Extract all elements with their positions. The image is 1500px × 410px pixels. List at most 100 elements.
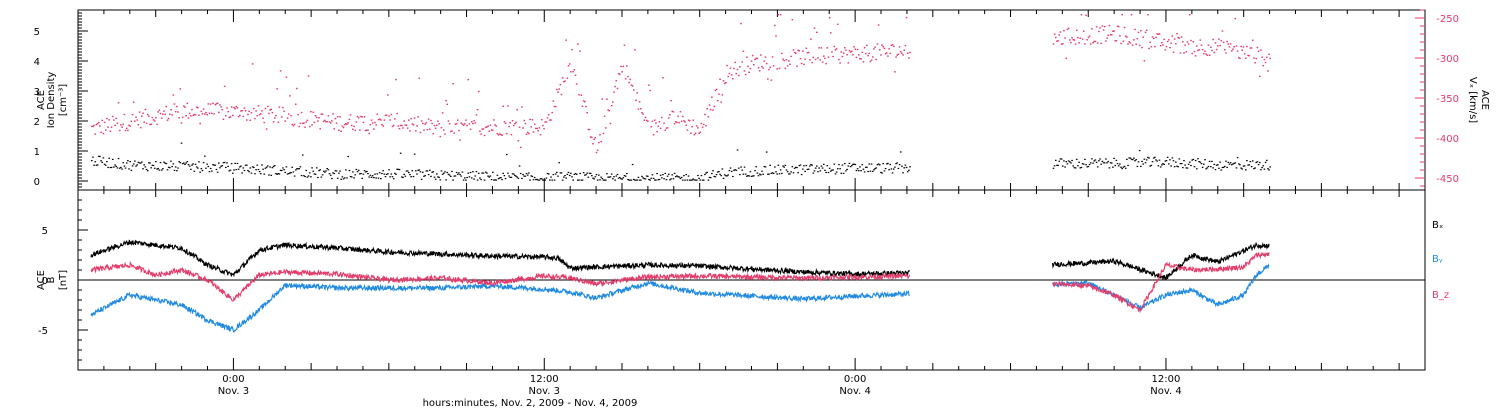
density-point [97, 155, 100, 157]
vx-point [535, 127, 537, 130]
density-point [1135, 159, 1137, 161]
density-point [186, 160, 189, 163]
density-point [772, 172, 775, 174]
vx-point [308, 125, 311, 128]
density-point [1121, 168, 1124, 170]
vx-point [1068, 39, 1071, 41]
vx-point [174, 111, 177, 113]
density-point [1182, 167, 1184, 169]
vx-point [1189, 14, 1191, 16]
density-point [101, 161, 104, 163]
vx-point [1154, 45, 1156, 48]
vx-point [690, 132, 692, 134]
density-point [373, 177, 375, 179]
vx-point [176, 105, 178, 108]
vx-point [444, 133, 446, 135]
density-point [529, 179, 531, 181]
vx-point [545, 121, 548, 123]
vx-point [781, 52, 783, 55]
vx-point [488, 130, 491, 132]
density-point [173, 169, 176, 172]
vx-point [1064, 37, 1066, 39]
density-point [1057, 164, 1059, 167]
vx-point [354, 129, 356, 132]
vx-point [874, 46, 876, 48]
vx-point [635, 99, 637, 102]
vx-point [615, 80, 618, 82]
vx-point [357, 117, 360, 119]
density-point [1074, 167, 1077, 169]
density-point [1244, 169, 1247, 171]
vx-point [412, 124, 415, 126]
density-point [822, 163, 825, 165]
density-point [538, 179, 541, 181]
vx-point [334, 117, 337, 120]
vx-point [536, 127, 538, 130]
vx-point [1078, 42, 1080, 44]
vx-point [349, 114, 352, 116]
vx-point [177, 111, 179, 113]
vx-point [1155, 36, 1157, 39]
vx-point [867, 54, 869, 57]
vx-point [564, 80, 566, 82]
vx-point [578, 94, 580, 96]
density-point [637, 176, 640, 178]
vx-point [303, 122, 305, 124]
density-point [779, 169, 782, 171]
density-point [250, 172, 253, 174]
density-point [409, 173, 411, 176]
density-point [883, 170, 886, 172]
vx-point [109, 130, 112, 132]
density-point [878, 164, 881, 166]
vx-point [1194, 55, 1197, 57]
vx-point [118, 129, 121, 132]
vx-point [114, 124, 116, 127]
vx-point [139, 126, 142, 129]
density-point [153, 167, 156, 169]
vx-point [796, 65, 798, 67]
vx-point [666, 127, 669, 129]
vx-point [397, 125, 400, 127]
density-point [789, 173, 791, 175]
density-point [714, 176, 717, 178]
density-point [592, 177, 594, 179]
vx-point [581, 105, 584, 107]
vx-point [336, 115, 339, 118]
density-point [642, 177, 644, 179]
vx-point [403, 120, 405, 122]
density-point [1237, 163, 1240, 165]
density-point [1196, 168, 1198, 170]
density-point [144, 166, 147, 168]
vx-point [1113, 30, 1115, 32]
density-point [831, 169, 833, 171]
density-point [297, 168, 299, 170]
vx-point [610, 104, 613, 107]
density-point [836, 168, 839, 170]
vx-point [459, 139, 461, 141]
density-point [816, 165, 818, 167]
vx-point [149, 123, 151, 126]
density-point [93, 164, 95, 166]
vx-point [826, 47, 829, 49]
vx-point [547, 114, 550, 116]
vx-point [853, 46, 855, 48]
vx-point [237, 115, 240, 118]
density-point [547, 173, 550, 175]
vx-point [788, 60, 790, 62]
density-point [598, 174, 600, 176]
vx-point [1197, 49, 1199, 52]
density-point [349, 175, 352, 178]
vx-point [895, 56, 897, 58]
vx-point [1171, 35, 1174, 37]
vx-point [95, 123, 98, 126]
density-point [522, 173, 524, 176]
density-point [479, 177, 481, 179]
vx-point [1179, 52, 1182, 54]
vx-series [90, 14, 1272, 154]
vx-point [834, 49, 837, 51]
vx-point [565, 39, 567, 41]
vx-point [377, 118, 380, 121]
right-ytick-label: -350 [1436, 94, 1459, 105]
density-point [1219, 161, 1221, 163]
vx-point [641, 111, 643, 114]
